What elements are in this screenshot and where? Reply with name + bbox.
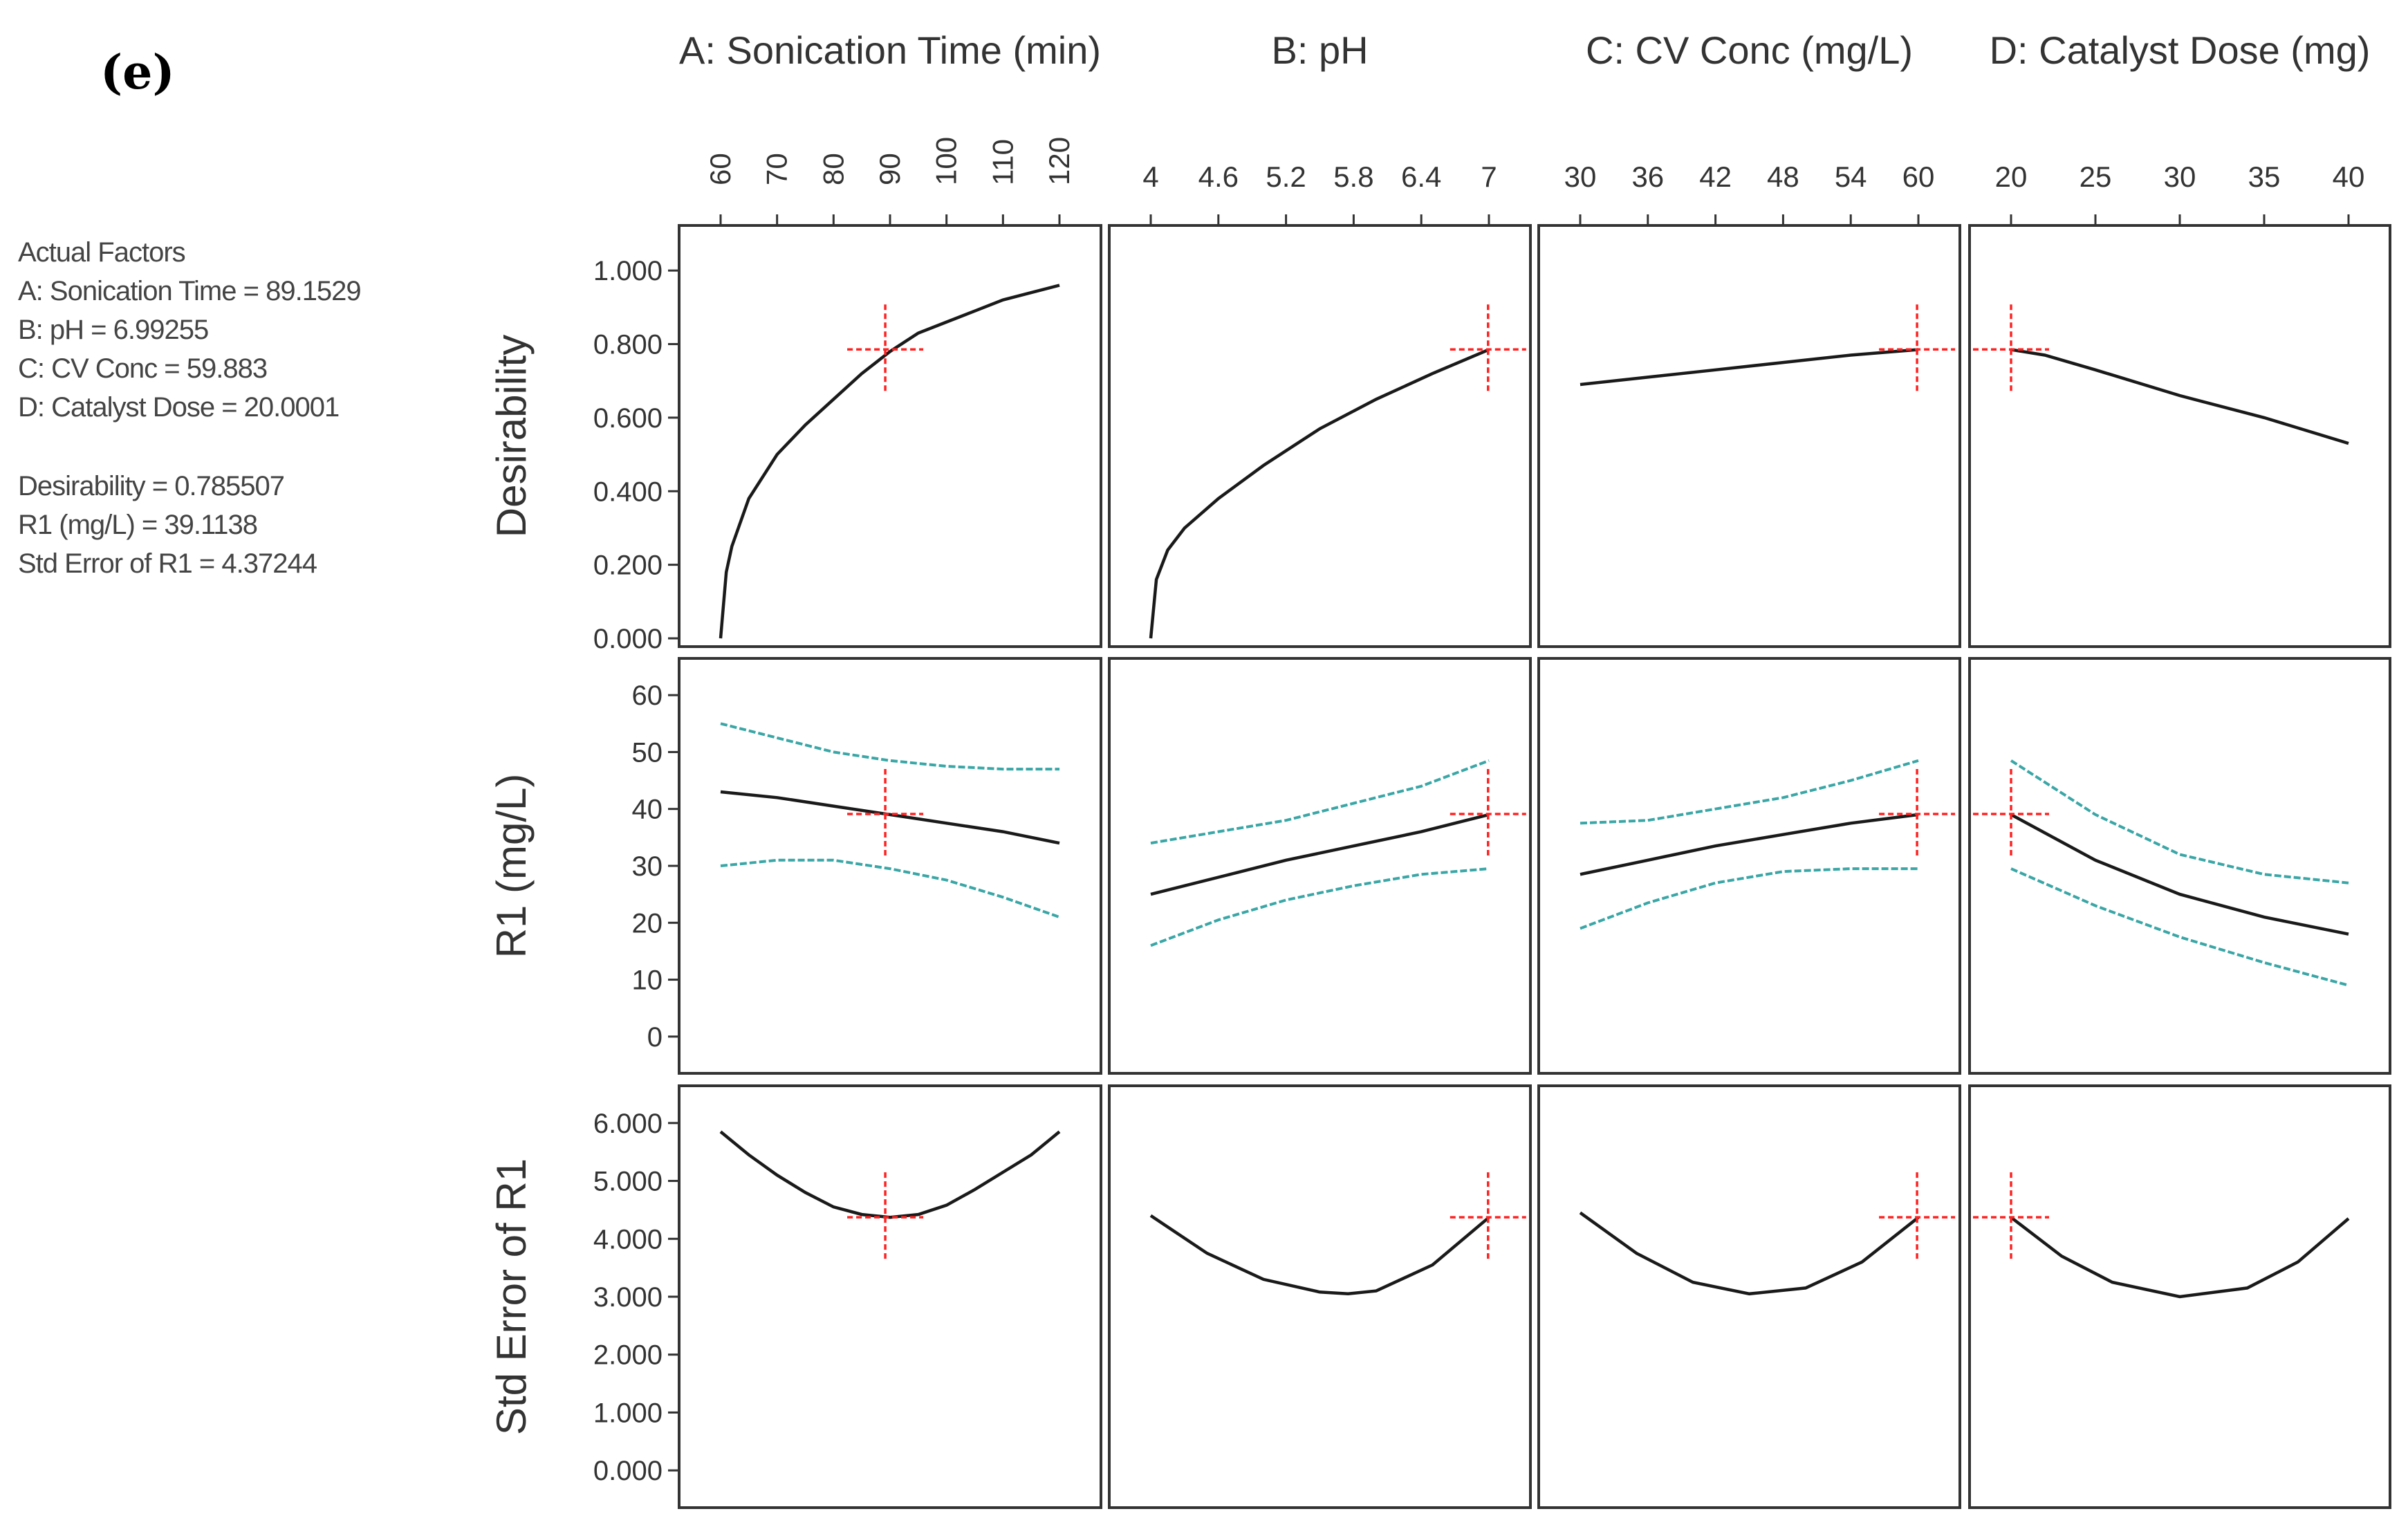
y-tick-label: 40 — [632, 795, 663, 825]
plot-frame — [1108, 1084, 1532, 1509]
info-r1: R1 (mg/L) = 39.1138 — [18, 510, 257, 540]
x-tick-label: 4 — [1142, 160, 1158, 193]
y-tick-label: 0.200 — [593, 550, 663, 581]
plot-frame — [1108, 657, 1532, 1075]
factor-info: Actual Factors A: Sonication Time = 89.1… — [18, 237, 362, 579]
x-tick-label: 30 — [1564, 160, 1597, 193]
plot-frame — [678, 1084, 1102, 1509]
x-tick-label: 70 — [761, 153, 793, 185]
response-curve — [2010, 348, 2349, 445]
info-factor-a: A: Sonication Time = 89.1529 — [18, 276, 361, 306]
response-curve — [1149, 1214, 1490, 1296]
y-tick-label: 3.000 — [593, 1282, 663, 1313]
response-curve — [1580, 813, 1919, 876]
plot-frame — [678, 224, 1102, 648]
plot-frame — [1537, 1084, 1961, 1509]
x-tick-label: 60 — [1902, 160, 1935, 193]
x-tick-label: 20 — [1995, 160, 2028, 193]
response-curve — [2010, 1216, 2350, 1299]
x-tick-label: 54 — [1835, 160, 1867, 193]
plot-frame — [1108, 224, 1532, 648]
factor-title-a-sonication-time-min: A: Sonication Time (min) — [679, 28, 1101, 72]
y-tick-label: 4.000 — [593, 1224, 663, 1255]
x-tick-label: 25 — [2080, 160, 2112, 193]
x-tick-label: 60 — [704, 153, 737, 185]
x-tick-label: 40 — [2333, 160, 2365, 193]
y-tick-label: 30 — [632, 851, 663, 882]
y-tick-label: 0 — [647, 1022, 663, 1053]
y-tick-label: 1.000 — [593, 1398, 663, 1428]
y-tick-label: 0.000 — [593, 624, 663, 654]
x-tick-label: 5.8 — [1333, 160, 1373, 193]
plot-frame — [678, 657, 1102, 1075]
y-tick-label: 5.000 — [593, 1167, 663, 1197]
y-tick-label: 10 — [632, 965, 663, 996]
plot-frame — [1968, 657, 2391, 1075]
x-tick-label: 120 — [1043, 137, 1075, 185]
info-std-error: Std Error of R1 = 4.37244 — [18, 548, 317, 579]
y-axis-title-desirability: Desirability — [488, 335, 535, 537]
response-curve — [1150, 813, 1490, 896]
y-tick-label: 6.000 — [593, 1109, 663, 1139]
x-tick-label: 36 — [1631, 160, 1664, 193]
response-curve — [1579, 1211, 1920, 1296]
ci-upper-line — [1580, 759, 1919, 825]
factor-title-c-cv-conc-mg-l: C: CV Conc (mg/L) — [1586, 28, 1913, 72]
x-tick-label: 30 — [2164, 160, 2196, 193]
x-tick-label: 110 — [986, 139, 1019, 185]
info-factor-b: B: pH = 6.99255 — [18, 315, 208, 345]
y-tick-label: 50 — [632, 737, 663, 768]
ci-upper-line — [2010, 759, 2349, 885]
y-tick-label: 0.600 — [593, 403, 663, 434]
y-axis-title-std-error-of-r1: Std Error of R1 — [488, 1158, 535, 1435]
x-tick-label: 80 — [817, 153, 849, 185]
ci-lower-line — [720, 858, 1060, 918]
plot-frame — [1968, 1084, 2391, 1509]
x-tick-label: 4.6 — [1198, 160, 1239, 193]
response-curve — [2010, 813, 2349, 936]
ci-upper-line — [720, 722, 1059, 771]
ci-lower-line — [1150, 867, 1490, 947]
plot-frame — [1537, 224, 1961, 648]
y-tick-label: 0.000 — [593, 1456, 663, 1486]
response-curve — [1580, 348, 1919, 387]
y-tick-label: 0.400 — [593, 476, 663, 507]
factor-title-d-catalyst-dose-mg: D: Catalyst Dose (mg) — [1990, 28, 2371, 72]
x-tick-label: 100 — [930, 137, 963, 185]
x-tick-label: 35 — [2248, 160, 2281, 193]
ci-lower-line — [1580, 867, 1918, 930]
x-tick-label: 7 — [1481, 160, 1497, 193]
panel-label: (e) — [100, 45, 175, 100]
y-tick-label: 60 — [632, 681, 663, 711]
x-tick-label: 48 — [1767, 160, 1799, 193]
ci-upper-line — [1150, 759, 1490, 845]
response-curve — [720, 790, 1060, 845]
response-curve — [1149, 348, 1490, 639]
plot-frame — [1537, 657, 1961, 1075]
info-factor-d: D: Catalyst Dose = 20.0001 — [18, 392, 339, 423]
y-tick-label: 20 — [632, 908, 663, 938]
ci-lower-line — [2010, 867, 2349, 987]
y-tick-label: 2.000 — [593, 1340, 663, 1371]
y-tick-label: 1.000 — [593, 256, 663, 286]
x-tick-label: 42 — [1699, 160, 1732, 193]
info-factor-c: C: CV Conc = 59.883 — [18, 353, 267, 384]
y-axis-title-r1-mg-l: R1 (mg/L) — [488, 774, 535, 959]
x-tick-label: 6.4 — [1401, 160, 1441, 193]
factor-title-b-ph: B: pH — [1271, 28, 1368, 72]
x-tick-label: 90 — [873, 153, 906, 185]
info-desirability: Desirability = 0.785507 — [18, 471, 284, 501]
x-tick-label: 5.2 — [1266, 160, 1306, 193]
response-curve — [719, 1130, 1061, 1219]
response-curve — [719, 284, 1060, 639]
info-header: Actual Factors — [18, 237, 185, 268]
plot-frame — [1968, 224, 2391, 648]
y-tick-label: 0.800 — [593, 330, 663, 360]
